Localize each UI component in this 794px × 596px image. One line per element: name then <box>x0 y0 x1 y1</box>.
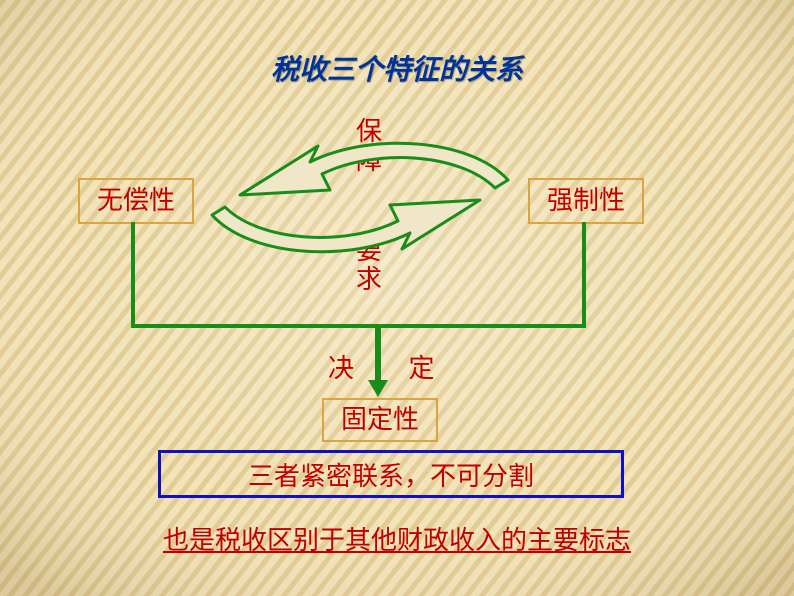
footer-note: 也是税收区别于其他财政收入的主要标志 <box>0 520 794 557</box>
box-fixed: 固定性 <box>322 398 438 442</box>
bracket-arrow <box>0 220 794 400</box>
box-gratuitous: 无偿性 <box>78 178 194 224</box>
slide-content: 税收三个特征的关系 保障 无偿性 强制性 要求 决 定 固定性 三者紧密联系，不… <box>0 0 794 596</box>
summary-box: 三者紧密联系，不可分割 <box>158 450 624 498</box>
slide-title: 税收三个特征的关系 <box>0 48 794 88</box>
box-compulsory: 强制性 <box>528 178 644 224</box>
